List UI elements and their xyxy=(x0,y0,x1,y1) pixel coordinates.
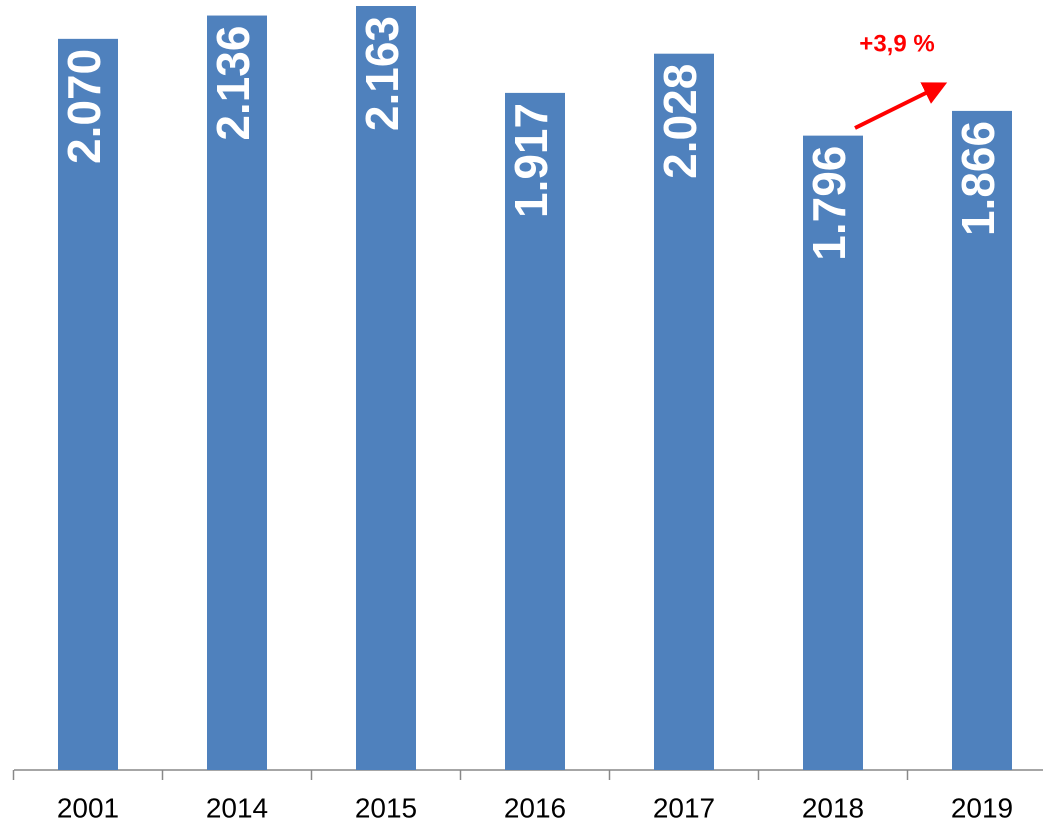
x-tick-label: 2018 xyxy=(802,792,864,823)
x-tick-label: 2001 xyxy=(57,792,119,823)
bar xyxy=(58,38,118,770)
value-label: 2.028 xyxy=(654,64,706,179)
x-tick-label: 2017 xyxy=(653,792,715,823)
value-label: 2.136 xyxy=(207,26,259,141)
value-label: 1.917 xyxy=(505,103,557,218)
bar xyxy=(803,135,863,770)
annotation: +3,9 % xyxy=(859,30,934,57)
x-tick-label: 2019 xyxy=(951,792,1013,823)
x-tick-label: 2014 xyxy=(206,792,268,823)
annotation-arrow xyxy=(854,82,948,130)
x-tick-label: 2016 xyxy=(504,792,566,823)
x-tick-label: 2015 xyxy=(355,792,417,823)
bar xyxy=(952,110,1012,770)
value-label: 1.796 xyxy=(803,146,855,261)
bar xyxy=(654,53,714,771)
value-label: 2.070 xyxy=(58,49,110,164)
bar xyxy=(505,92,565,771)
value-label: 1.866 xyxy=(952,121,1004,236)
value-label: 2.163 xyxy=(356,16,408,131)
bar xyxy=(356,6,416,771)
bar xyxy=(207,15,267,771)
